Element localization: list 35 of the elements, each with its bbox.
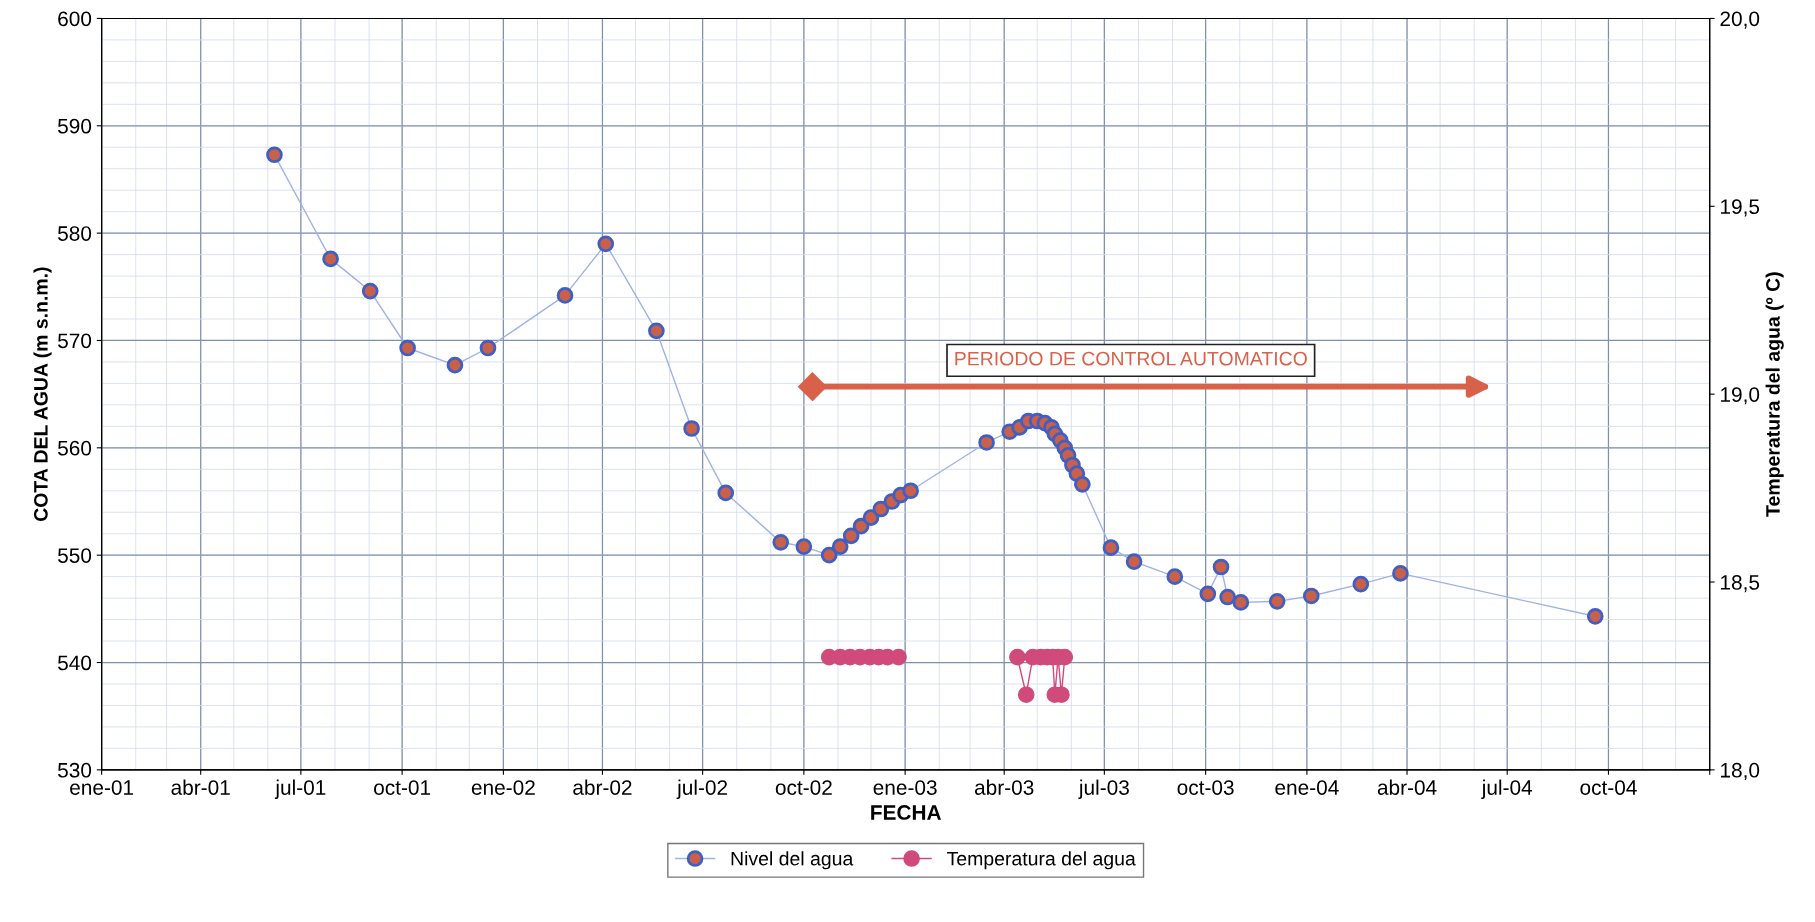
x-tick-label: abr-01 xyxy=(171,779,230,795)
y2-tick-label: 19,0 xyxy=(1721,387,1760,405)
y2-tick-label: 18,5 xyxy=(1721,575,1760,593)
y-tick-label: 550 xyxy=(58,548,92,563)
y-tick-label: 590 xyxy=(58,118,92,134)
x-tick-label: oct-02 xyxy=(775,780,832,795)
x-tick-label: abr-04 xyxy=(1377,779,1437,795)
y-tick-label: 580 xyxy=(58,226,92,241)
y2-tick-label: 19,5 xyxy=(1721,199,1760,217)
x-tick-label: jul-01 xyxy=(274,779,326,800)
y-tick-label: 600 xyxy=(58,11,92,27)
y-tick-label: 570 xyxy=(58,333,92,349)
x-tick-label: ene-01 xyxy=(70,780,134,795)
x-tick-label: jul-03 xyxy=(1078,779,1129,800)
legend-label: Nivel del agua xyxy=(731,851,854,870)
x-tick-label: ene-04 xyxy=(1275,780,1339,795)
annotation: PERIODO DE CONTROL AUTOMATICO xyxy=(955,351,1307,366)
x-tick-label: oct-01 xyxy=(374,780,431,795)
y2-axis-title: Temperatura del agua (º C) xyxy=(1765,272,1784,517)
x-tick-label: oct-03 xyxy=(1177,780,1234,795)
legend-label: Temperatura del agua xyxy=(947,851,1136,870)
y2-tick-label: 18,0 xyxy=(1721,762,1760,781)
y-tick-label: 530 xyxy=(58,762,92,778)
x-axis-title: FECHA xyxy=(871,805,942,820)
x-tick-label: abr-02 xyxy=(573,779,632,795)
x-tick-label: ene-02 xyxy=(471,780,535,795)
y2-tick-label: 20,0 xyxy=(1720,11,1760,29)
x-tick-label: oct-04 xyxy=(1580,780,1637,795)
x-tick-label: ene-03 xyxy=(873,780,937,795)
y-axis-title: COTA DEL AGUA (m s.n.m.) xyxy=(33,267,52,521)
y-tick-label: 540 xyxy=(58,655,92,671)
x-tick-label: jul-02 xyxy=(676,779,728,800)
x-tick-label: jul-04 xyxy=(1481,779,1533,800)
y-tick-label: 560 xyxy=(58,440,92,456)
x-tick-label: abr-03 xyxy=(974,779,1034,795)
